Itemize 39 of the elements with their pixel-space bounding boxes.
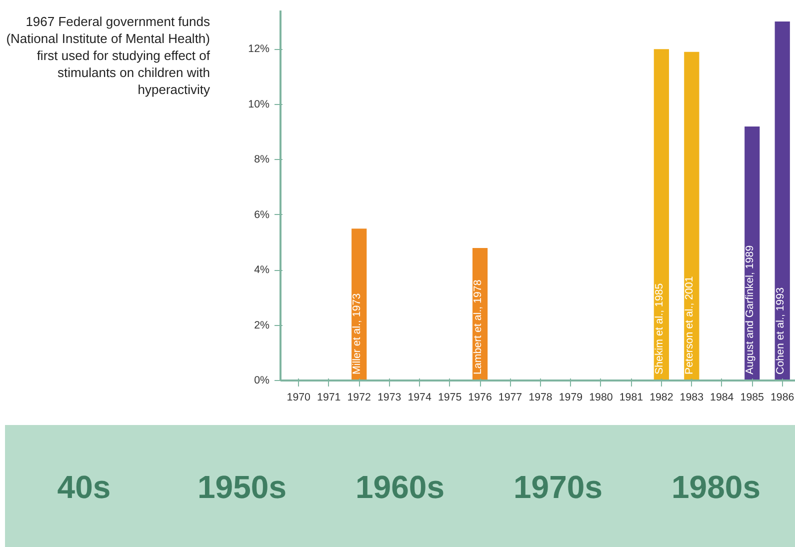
y-tick-label: 10% [248,98,270,110]
text: 40s [56,468,112,507]
x-tick-label: 1974 [408,392,432,404]
x-tick-label: 1972 [347,392,372,404]
y-tick-label: 12% [248,43,270,56]
x-tick-label: 1985 [740,392,764,404]
x-tick-label: 1981 [619,392,644,404]
x-tick-label: 1975 [438,392,462,404]
annotation: Peterson et al., 2001 [684,276,696,374]
bar [684,52,700,380]
bar [654,49,669,380]
text: 1960s [354,468,446,507]
x-tick-label: 1976 [468,392,492,404]
annotation: Miller et al., 1973 [351,293,364,374]
x-tick-label: 1983 [680,392,704,404]
x-tick-label: 1977 [498,392,522,404]
x-tick-label: 1980 [589,392,613,404]
y-tick-label: 2% [254,319,270,332]
x-tick-label: 1979 [558,392,583,404]
annotation: Shekim et al., 1985 [653,283,666,374]
bar [774,22,790,380]
x-tick-label: 1978 [528,392,552,404]
text: 1950s [196,468,288,507]
x-tick-label: 1971 [317,392,341,404]
text: 1970s [512,468,604,507]
text: 1980s [670,468,762,507]
annotation: Cohen et al., 1993 [774,287,786,374]
y-tick-label: 0% [254,374,270,386]
x-tick-label: 1973 [377,392,402,404]
y-tick-label: 4% [254,264,270,276]
x-tick-label: 1984 [710,392,734,404]
x-tick-label: 1970 [286,392,311,404]
text: 1967 Federal government funds (National Institute of Mental Health) first used for studying effect of stimulants on children with hyperactivity [5,13,210,98]
y-tick-label: 6% [254,208,270,221]
annotation: August and Garfinkel, 1989 [744,245,756,374]
annotation: Lambert et al., 1978 [472,280,484,374]
y-tick-label: 8% [254,154,270,166]
x-tick-label: 1982 [650,392,674,404]
x-tick-label: 1986 [770,392,794,404]
